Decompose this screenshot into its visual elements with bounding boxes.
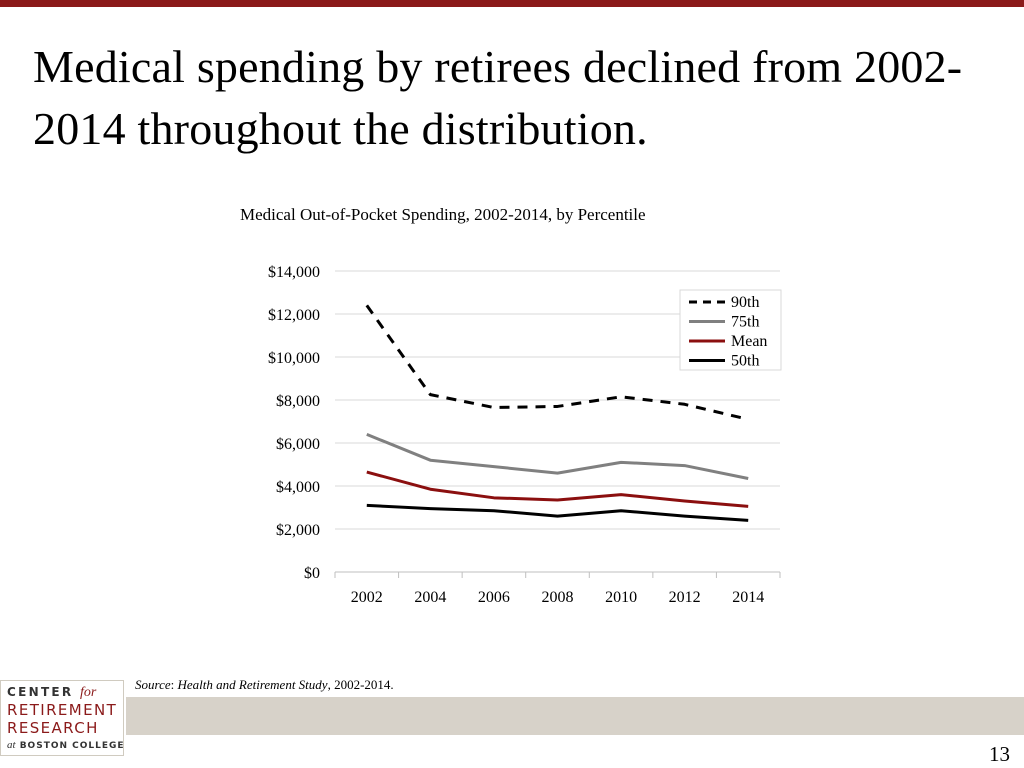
y-tick-label: $6,000	[276, 436, 320, 453]
logo-for-text: for	[79, 685, 97, 700]
logo-line-4: at BOSTON COLLEGE	[7, 739, 125, 751]
x-tick-label: 2008	[542, 589, 574, 606]
y-tick-label: $4,000	[276, 479, 320, 496]
line-chart: $0 $2,000 $4,000 $6,000 $8,000 $10,000 $12,000…	[268, 264, 782, 606]
y-tick-label: $2,000	[276, 522, 320, 539]
legend-label: Mean	[731, 333, 767, 350]
series-line-50th	[366, 503, 749, 522]
footer-band	[126, 697, 1024, 735]
series-line-90th	[365, 304, 749, 421]
logo-line-1: CENTER for	[7, 685, 96, 701]
series-line-mean	[366, 470, 749, 508]
top-accent-bar	[0, 0, 1024, 7]
logo-boston-college-text: BOSTON COLLEGE	[15, 741, 125, 751]
y-tick-label: $10,000	[268, 350, 320, 367]
x-tick-label: 2010	[605, 589, 637, 606]
source-study: Health and Retirement Study	[177, 677, 328, 692]
slide-title: Medical spending by retirees declined fr…	[33, 41, 963, 154]
x-tick-label: 2012	[669, 589, 701, 606]
legend-label: 75th	[731, 314, 759, 331]
x-tick-label: 2014	[732, 589, 764, 606]
y-tick-label: $14,000	[268, 264, 320, 281]
source-colon: :	[170, 677, 178, 692]
y-tick-label: $8,000	[276, 393, 320, 410]
source-years: , 2002-2014.	[327, 677, 394, 692]
legend-label: 50th	[731, 353, 759, 370]
page-number: 13	[989, 742, 1010, 766]
source-note: Source: Health and Retirement Study, 200…	[135, 677, 394, 693]
x-tick-label: 2006	[478, 589, 510, 606]
series-line-75th	[366, 433, 749, 480]
logo-line-2: RETIREMENT	[7, 701, 118, 719]
logo-line-3: RESEARCH	[7, 719, 99, 737]
logo-at-text: at	[7, 739, 16, 751]
x-tick-label: 2004	[414, 589, 446, 606]
x-tick-label: 2002	[351, 589, 383, 606]
center-for-retirement-research-logo: CENTER for RETIREMENT RESEARCH at BOSTON…	[0, 680, 124, 756]
chart-title: Medical Out-of-Pocket Spending, 2002-201…	[240, 205, 646, 224]
y-tick-label: $12,000	[268, 307, 320, 324]
legend-label: 90th	[731, 294, 759, 311]
logo-center-text: CENTER	[7, 685, 74, 699]
source-label: Source	[135, 677, 171, 692]
y-tick-label: $0	[304, 565, 320, 582]
